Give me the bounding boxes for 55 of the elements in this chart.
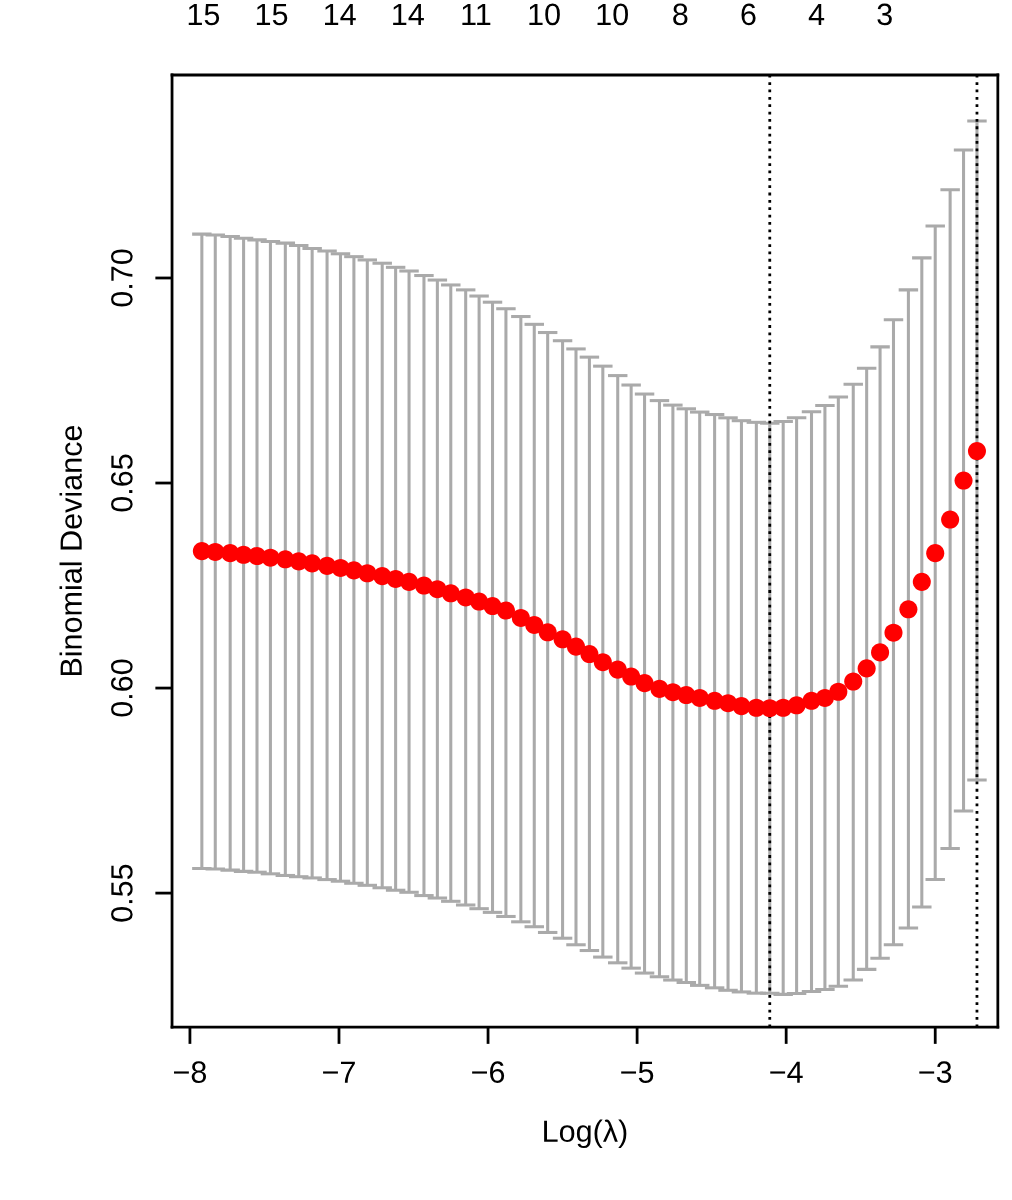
text: 10 — [597, 3, 628, 26]
point — [511, 608, 530, 627]
text: 11 — [462, 3, 491, 25]
point — [871, 643, 890, 662]
x-tick-label: −8 — [174, 1061, 207, 1083]
point — [967, 442, 986, 461]
y-tick-label: 0.65 — [111, 454, 133, 512]
point — [787, 696, 806, 715]
x-tick-label: −6 — [472, 1061, 505, 1083]
point — [553, 630, 572, 649]
text: 8 — [673, 3, 688, 26]
y-tick-label: 0.70 — [111, 249, 133, 307]
text: 15 — [188, 3, 220, 26]
y-axis-title: Binomial Deviance — [59, 425, 82, 676]
point — [580, 645, 599, 664]
point — [622, 667, 641, 686]
x-tick-label: −7 — [323, 1061, 355, 1083]
y-tick-label: 0.60 — [111, 659, 133, 717]
x-tick-label: −3 — [919, 1061, 952, 1083]
point — [525, 615, 544, 634]
point — [635, 674, 654, 693]
text: 3 — [877, 3, 892, 26]
point — [941, 510, 960, 529]
point — [261, 548, 280, 567]
text: 14 — [393, 3, 424, 25]
point — [815, 688, 834, 707]
x-tick-label: −4 — [770, 1061, 803, 1083]
point — [690, 688, 709, 707]
point — [400, 572, 419, 591]
point — [844, 672, 863, 691]
point — [303, 554, 322, 573]
point — [496, 601, 515, 620]
point — [829, 682, 848, 701]
point — [899, 600, 918, 619]
point — [608, 660, 627, 679]
point — [206, 542, 225, 561]
text: 15 — [256, 3, 288, 26]
x-axis-title: Log(λ) — [544, 1119, 627, 1149]
point — [593, 653, 612, 672]
point — [884, 623, 903, 642]
point — [954, 471, 973, 490]
point — [566, 637, 586, 656]
point — [926, 544, 945, 563]
text: 6 — [741, 3, 756, 26]
point — [857, 659, 876, 678]
point — [358, 564, 377, 583]
text: 10 — [529, 3, 560, 26]
text: 14 — [325, 3, 356, 25]
text: 4 — [808, 3, 825, 25]
point — [538, 623, 557, 642]
point — [912, 572, 931, 591]
x-tick-label: −5 — [621, 1061, 654, 1083]
y-tick-label: 0.55 — [111, 864, 133, 922]
point — [732, 697, 751, 716]
point — [441, 584, 460, 603]
